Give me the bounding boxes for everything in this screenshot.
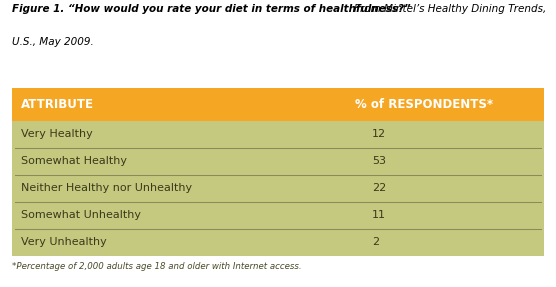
Bar bbox=[12, 121, 544, 256]
Text: Somewhat Unhealthy: Somewhat Unhealthy bbox=[21, 210, 141, 220]
Text: 12: 12 bbox=[372, 129, 386, 139]
Text: % of RESPONDENTS*: % of RESPONDENTS* bbox=[355, 98, 493, 110]
Text: 53: 53 bbox=[372, 156, 386, 166]
Text: Very Healthy: Very Healthy bbox=[21, 129, 92, 139]
Text: 22: 22 bbox=[372, 183, 386, 193]
Text: Somewhat Healthy: Somewhat Healthy bbox=[21, 156, 127, 166]
Text: ATTRIBUTE: ATTRIBUTE bbox=[21, 98, 93, 110]
Bar bbox=[12, 88, 544, 121]
Text: U.S., May 2009.: U.S., May 2009. bbox=[12, 37, 94, 47]
Text: From Mintel’s Healthy Dining Trends,: From Mintel’s Healthy Dining Trends, bbox=[354, 4, 547, 14]
Text: Very Unhealthy: Very Unhealthy bbox=[21, 237, 106, 247]
Text: 11: 11 bbox=[372, 210, 386, 220]
Text: *Percentage of 2,000 adults age 18 and older with Internet access.: *Percentage of 2,000 adults age 18 and o… bbox=[12, 262, 302, 271]
Text: Figure 1. “How would you rate your diet in terms of healthfulness?”: Figure 1. “How would you rate your diet … bbox=[12, 4, 411, 14]
Text: Neither Healthy nor Unhealthy: Neither Healthy nor Unhealthy bbox=[21, 183, 192, 193]
Text: 2: 2 bbox=[372, 237, 379, 247]
